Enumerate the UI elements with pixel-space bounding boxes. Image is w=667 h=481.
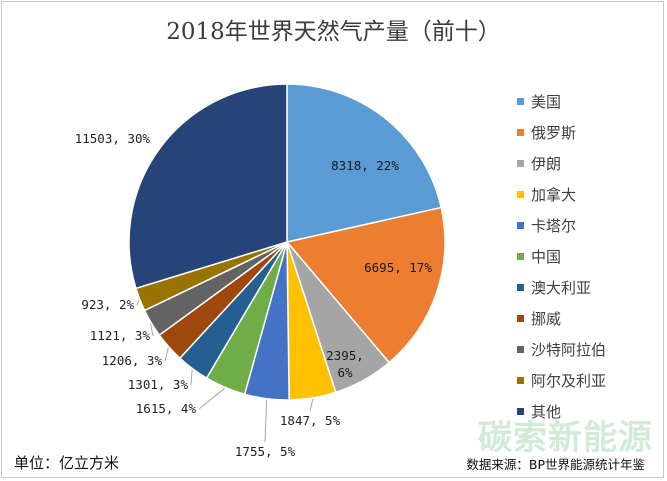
legend-item: 沙特阿拉伯 — [517, 334, 606, 365]
leader-line-9 — [136, 299, 140, 306]
legend-label: 阿尔及利亚 — [531, 372, 607, 390]
legend-label: 伊朗 — [531, 155, 562, 173]
legend-item: 阿尔及利亚 — [517, 365, 606, 396]
data-label-7: 1206, 3% — [102, 353, 163, 368]
legend-label: 中国 — [531, 248, 562, 266]
legend-swatch — [517, 253, 524, 260]
leader-line-7 — [164, 347, 169, 362]
data-label-9: 923, 2% — [81, 297, 134, 312]
pie-slice-1 — [285, 206, 446, 364]
data-label-5: 1615, 4% — [136, 401, 197, 416]
data-label-8: 1121, 3% — [90, 328, 151, 343]
unit-label: 单位：亿立方米 — [14, 454, 120, 472]
legend-label: 加拿大 — [531, 186, 577, 204]
legend-swatch — [517, 284, 524, 291]
legend-item: 加拿大 — [517, 179, 606, 210]
leader-line-4 — [264, 399, 268, 443]
legend-swatch — [517, 346, 524, 353]
legend-swatch — [517, 129, 524, 136]
legend-swatch — [517, 160, 524, 167]
data-label-2: 2395, 6% — [326, 348, 364, 380]
legend-label: 挪威 — [531, 310, 562, 328]
legend-swatch — [517, 377, 524, 384]
chart-legend: 美国俄罗斯伊朗加拿大卡塔尔中国澳大利亚挪威沙特阿拉伯阿尔及利亚其他 — [517, 86, 606, 427]
leader-line-3 — [309, 398, 314, 412]
legend-item: 卡塔尔 — [517, 210, 606, 241]
legend-swatch — [517, 98, 524, 105]
leader-line-5 — [198, 387, 226, 410]
legend-swatch — [517, 191, 524, 198]
legend-swatch — [517, 408, 524, 415]
legend-item: 伊朗 — [517, 148, 606, 179]
leader-line-8 — [150, 323, 154, 337]
legend-item: 俄罗斯 — [517, 117, 606, 148]
pie-slice-0 — [286, 83, 443, 243]
pie-slice-10 — [128, 83, 288, 290]
legend-swatch — [517, 222, 524, 229]
data-label-0: 8318, 22% — [331, 158, 399, 173]
data-label-6: 1301, 3% — [128, 377, 189, 392]
legend-label: 沙特阿拉伯 — [531, 341, 607, 359]
legend-item: 中国 — [517, 241, 606, 272]
leader-line-6 — [190, 369, 193, 386]
legend-label: 澳大利亚 — [531, 279, 592, 297]
data-label-10: 11503, 30% — [75, 131, 151, 146]
legend-item: 挪威 — [517, 303, 606, 334]
data-label-1: 6695, 17% — [364, 260, 432, 275]
legend-swatch — [517, 315, 524, 322]
legend-item: 美国 — [517, 86, 606, 117]
data-label-3: 1847, 5% — [280, 413, 341, 428]
legend-label: 俄罗斯 — [531, 124, 577, 142]
legend-label: 其他 — [531, 403, 562, 421]
legend-item: 澳大利亚 — [517, 272, 606, 303]
legend-item: 其他 — [517, 396, 606, 427]
source-label: 数据来源：BP世界能源统计年鉴 — [466, 457, 645, 472]
watermark-logo: 碳索新能源 — [478, 418, 653, 458]
chart-title: 2018年世界天然气产量（前十） — [166, 19, 501, 45]
data-label-4: 1755, 5% — [235, 444, 296, 459]
legend-label: 美国 — [531, 93, 562, 111]
legend-label: 卡塔尔 — [531, 217, 577, 235]
